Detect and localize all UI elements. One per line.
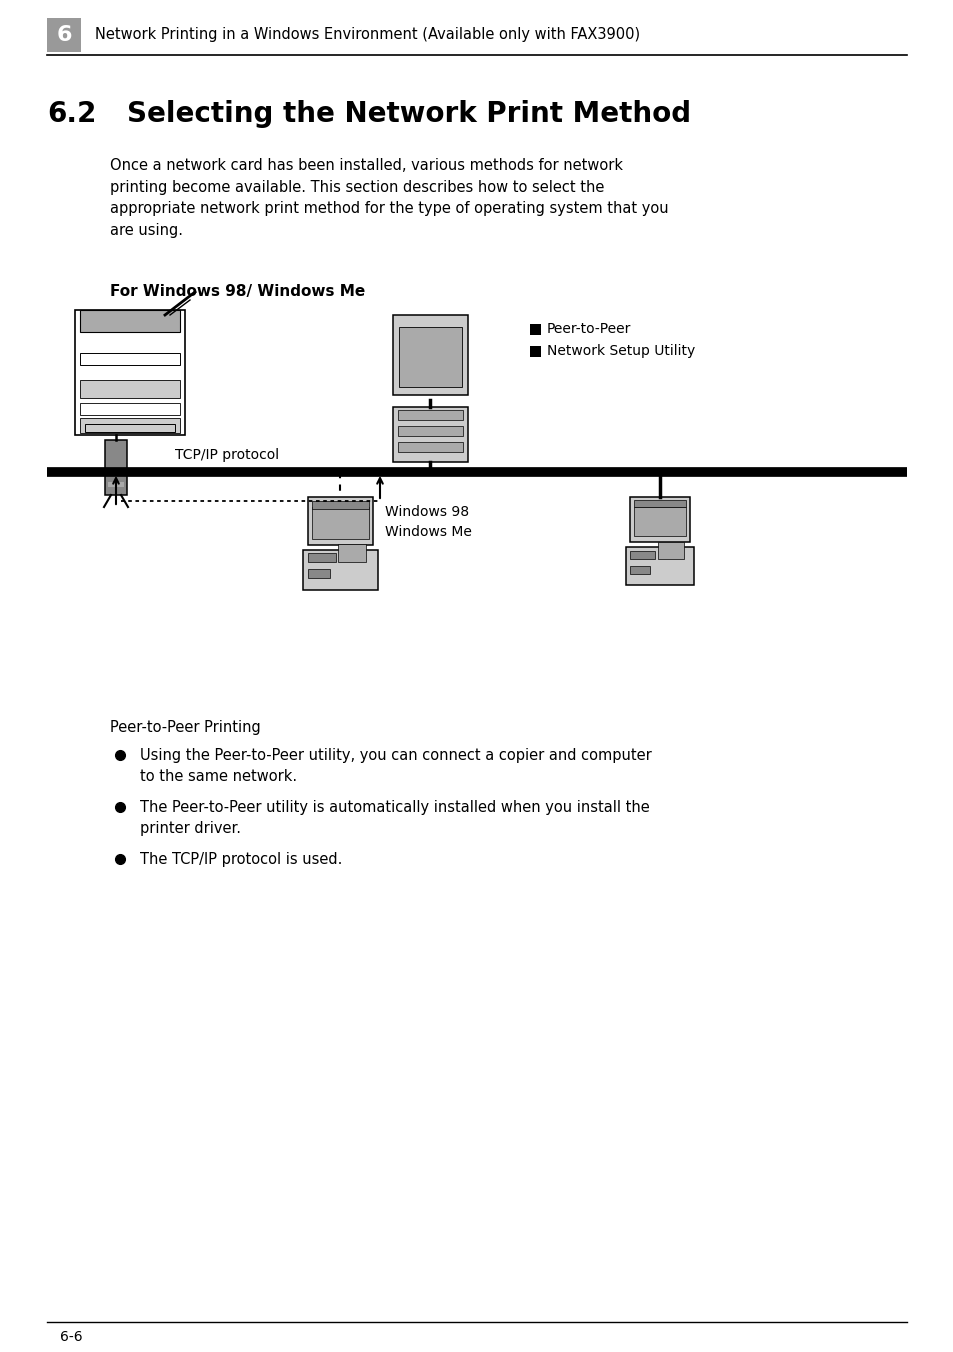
Bar [634, 507, 685, 535]
Text: 6-6: 6-6 [60, 1330, 83, 1344]
Bar [658, 542, 683, 558]
Text: Using the Peer-to-Peer utility, you can connect a copier and computer
to the sam: Using the Peer-to-Peer utility, you can … [140, 748, 651, 784]
Bar [629, 498, 689, 542]
Bar [108, 483, 124, 487]
Bar [634, 500, 685, 507]
Bar [397, 410, 462, 420]
Bar [47, 18, 81, 51]
Bar [312, 507, 369, 539]
Bar [85, 425, 174, 433]
Bar [530, 324, 540, 335]
Text: Windows 98
Windows Me: Windows 98 Windows Me [385, 504, 472, 539]
Bar [393, 407, 468, 462]
Bar [105, 439, 127, 495]
Text: The TCP/IP protocol is used.: The TCP/IP protocol is used. [140, 852, 342, 867]
Bar [303, 550, 377, 589]
Bar [80, 418, 180, 433]
Bar [629, 552, 655, 558]
Bar [398, 327, 461, 387]
Bar [80, 403, 180, 415]
Bar [393, 315, 468, 395]
Text: 6.2: 6.2 [47, 100, 96, 128]
Text: Peer-to-Peer: Peer-to-Peer [546, 322, 631, 337]
Text: Peer-to-Peer Printing: Peer-to-Peer Printing [110, 721, 260, 735]
Text: 6: 6 [56, 24, 71, 45]
Bar [397, 426, 462, 435]
Bar [629, 566, 649, 575]
Text: The Peer-to-Peer utility is automatically installed when you install the
printer: The Peer-to-Peer utility is automaticall… [140, 800, 649, 836]
Bar [312, 502, 369, 508]
Text: For Windows 98/ Windows Me: For Windows 98/ Windows Me [110, 284, 365, 299]
Bar [80, 380, 180, 397]
Bar [397, 442, 462, 452]
Bar [530, 346, 540, 357]
Bar [308, 553, 335, 562]
Bar [75, 310, 185, 435]
Text: TCP/IP protocol: TCP/IP protocol [174, 448, 279, 462]
Text: Network Setup Utility: Network Setup Utility [546, 343, 695, 358]
Bar [625, 548, 693, 585]
Bar [80, 353, 180, 365]
Text: Network Printing in a Windows Environment (Available only with FAX3900): Network Printing in a Windows Environmen… [95, 27, 639, 42]
Bar [337, 544, 366, 562]
Text: Once a network card has been installed, various methods for network
printing bec: Once a network card has been installed, … [110, 158, 668, 238]
Text: Selecting the Network Print Method: Selecting the Network Print Method [127, 100, 690, 128]
Bar [308, 498, 373, 545]
Bar [80, 310, 180, 333]
Bar [308, 569, 330, 579]
